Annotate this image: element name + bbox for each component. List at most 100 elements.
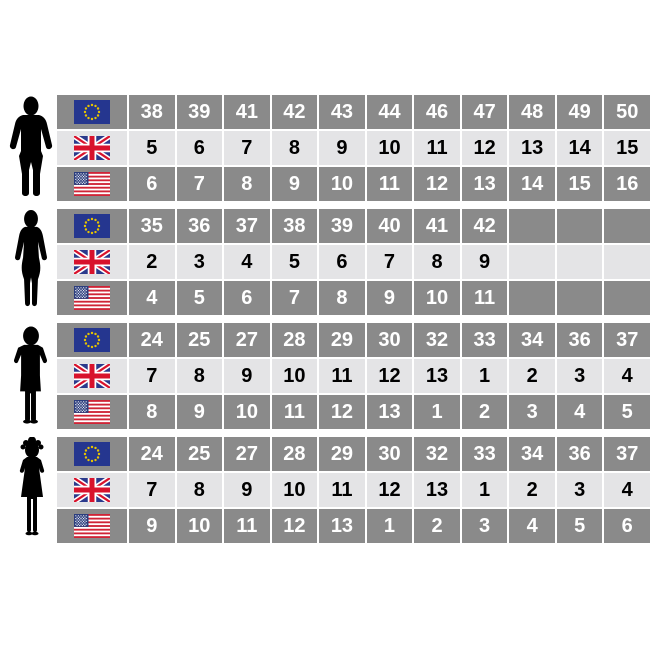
size-cell-man-us-7: 13 bbox=[461, 167, 508, 201]
size-cell-boy-eu-10: 37 bbox=[604, 323, 650, 357]
size-cell-woman-eu-4: 39 bbox=[319, 209, 365, 243]
size-cell-woman-uk-8 bbox=[509, 245, 555, 279]
section-boy: 24 25 27 28 29 30 32 33 34 36 37 7 8 9 10 11 12 13 1 2 3 4 bbox=[0, 323, 650, 429]
section-girl: 24 25 27 28 29 30 32 33 34 36 37 7 8 9 10 11 12 13 1 2 3 4 bbox=[0, 437, 650, 543]
size-cell-girl-uk-8: 2 bbox=[509, 473, 555, 507]
size-cell-woman-uk-2: 4 bbox=[224, 245, 270, 279]
size-cell-girl-uk-6: 13 bbox=[414, 473, 460, 507]
size-cell-woman-us-7: 11 bbox=[461, 281, 508, 315]
size-cell-man-eu-8: 48 bbox=[509, 95, 555, 129]
size-cell-man-eu-9: 49 bbox=[556, 95, 603, 129]
size-cell-boy-us-7: 2 bbox=[461, 395, 508, 429]
size-cell-boy-uk-3: 10 bbox=[271, 359, 318, 393]
eu-flag-icon bbox=[57, 437, 127, 471]
size-cell-man-uk-3: 8 bbox=[271, 131, 318, 165]
size-cell-woman-us-4: 8 bbox=[319, 281, 365, 315]
uk-flag-icon bbox=[57, 131, 127, 165]
size-cell-girl-uk-3: 10 bbox=[271, 473, 318, 507]
size-cell-boy-uk-0: 7 bbox=[129, 359, 175, 393]
size-cell-girl-us-8: 4 bbox=[509, 509, 555, 543]
size-cell-man-uk-8: 13 bbox=[509, 131, 555, 165]
size-cell-woman-us-9 bbox=[556, 281, 603, 315]
size-cell-girl-eu-10: 37 bbox=[604, 437, 650, 471]
size-cell-woman-uk-1: 3 bbox=[176, 245, 223, 279]
size-cell-girl-uk-7: 1 bbox=[461, 473, 508, 507]
size-cell-girl-eu-9: 36 bbox=[556, 437, 603, 471]
size-cell-man-eu-4: 43 bbox=[319, 95, 365, 129]
size-cell-man-uk-6: 11 bbox=[414, 131, 460, 165]
size-cell-girl-us-5: 1 bbox=[366, 509, 413, 543]
man-silhouette-icon bbox=[6, 96, 56, 200]
uk-flag-icon bbox=[57, 245, 127, 279]
size-cell-man-eu-6: 46 bbox=[414, 95, 460, 129]
size-cell-man-us-8: 14 bbox=[509, 167, 555, 201]
eu-flag-icon bbox=[57, 323, 127, 357]
size-cell-man-eu-5: 44 bbox=[366, 95, 413, 129]
size-cell-man-eu-1: 39 bbox=[176, 95, 223, 129]
size-cell-woman-eu-8 bbox=[509, 209, 555, 243]
size-cell-boy-us-10: 5 bbox=[604, 395, 650, 429]
size-cell-girl-uk-9: 3 bbox=[556, 473, 603, 507]
size-cell-boy-eu-5: 30 bbox=[366, 323, 413, 357]
size-cell-boy-uk-10: 4 bbox=[604, 359, 650, 393]
woman-silhouette-icon bbox=[8, 210, 54, 315]
size-cell-boy-us-2: 10 bbox=[224, 395, 270, 429]
size-cell-woman-uk-0: 2 bbox=[129, 245, 175, 279]
size-cell-woman-uk-6: 8 bbox=[414, 245, 460, 279]
size-cell-man-uk-4: 9 bbox=[319, 131, 365, 165]
size-cell-boy-uk-6: 13 bbox=[414, 359, 460, 393]
size-cell-woman-us-10 bbox=[604, 281, 650, 315]
size-cell-boy-uk-7: 1 bbox=[461, 359, 508, 393]
size-cell-girl-eu-1: 25 bbox=[176, 437, 223, 471]
size-cell-woman-uk-4: 6 bbox=[319, 245, 365, 279]
size-cell-girl-eu-7: 33 bbox=[461, 437, 508, 471]
size-cell-boy-eu-2: 27 bbox=[224, 323, 270, 357]
size-cell-boy-eu-7: 33 bbox=[461, 323, 508, 357]
size-cell-man-us-3: 9 bbox=[271, 167, 318, 201]
size-cell-boy-eu-6: 32 bbox=[414, 323, 460, 357]
size-cell-man-uk-5: 10 bbox=[366, 131, 413, 165]
us-flag-icon bbox=[57, 167, 127, 201]
size-cell-girl-eu-3: 28 bbox=[271, 437, 318, 471]
size-cell-girl-uk-10: 4 bbox=[604, 473, 650, 507]
size-cell-girl-us-10: 6 bbox=[604, 509, 650, 543]
size-cell-man-us-2: 8 bbox=[224, 167, 270, 201]
size-cell-girl-eu-8: 34 bbox=[509, 437, 555, 471]
size-cell-boy-uk-1: 8 bbox=[176, 359, 223, 393]
size-cell-man-uk-7: 12 bbox=[461, 131, 508, 165]
size-cell-girl-us-7: 3 bbox=[461, 509, 508, 543]
size-table-man: 38 39 41 42 43 44 46 47 48 49 50 5 6 7 8 9 10 11 12 13 14 15 bbox=[57, 95, 650, 201]
size-cell-boy-eu-1: 25 bbox=[176, 323, 223, 357]
size-cell-woman-eu-5: 40 bbox=[366, 209, 413, 243]
size-cell-man-uk-0: 5 bbox=[129, 131, 175, 165]
size-cell-man-eu-7: 47 bbox=[461, 95, 508, 129]
size-cell-boy-eu-3: 28 bbox=[271, 323, 318, 357]
size-cell-man-eu-10: 50 bbox=[604, 95, 650, 129]
size-cell-man-us-4: 10 bbox=[319, 167, 365, 201]
size-cell-woman-uk-3: 5 bbox=[271, 245, 318, 279]
eu-flag-icon bbox=[57, 95, 127, 129]
size-cell-man-us-1: 7 bbox=[176, 167, 223, 201]
us-flag-icon bbox=[57, 509, 127, 543]
us-flag-icon bbox=[57, 395, 127, 429]
size-cell-boy-uk-5: 12 bbox=[366, 359, 413, 393]
size-cell-woman-eu-2: 37 bbox=[224, 209, 270, 243]
size-cell-woman-eu-0: 35 bbox=[129, 209, 175, 243]
size-cell-boy-us-1: 9 bbox=[176, 395, 223, 429]
eu-flag-icon bbox=[57, 209, 127, 243]
size-cell-woman-eu-1: 36 bbox=[176, 209, 223, 243]
size-cell-man-us-0: 6 bbox=[129, 167, 175, 201]
size-cell-man-eu-0: 38 bbox=[129, 95, 175, 129]
size-cell-boy-us-4: 12 bbox=[319, 395, 365, 429]
size-cell-woman-uk-10 bbox=[604, 245, 650, 279]
size-cell-boy-eu-9: 36 bbox=[556, 323, 603, 357]
size-cell-man-uk-2: 7 bbox=[224, 131, 270, 165]
size-cell-man-eu-3: 42 bbox=[271, 95, 318, 129]
size-cell-woman-uk-9 bbox=[556, 245, 603, 279]
size-cell-boy-uk-4: 11 bbox=[319, 359, 365, 393]
size-cell-girl-us-3: 12 bbox=[271, 509, 318, 543]
size-cell-woman-us-2: 6 bbox=[224, 281, 270, 315]
size-cell-boy-us-3: 11 bbox=[271, 395, 318, 429]
